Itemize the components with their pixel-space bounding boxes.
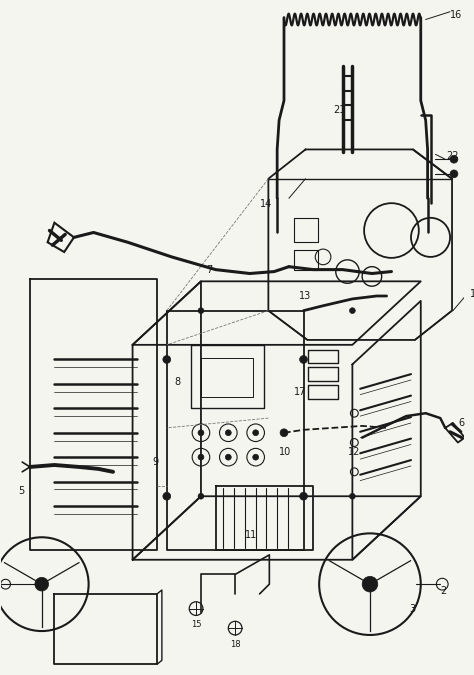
Text: 8: 8: [174, 377, 181, 387]
Text: 1: 1: [470, 289, 474, 299]
Text: 10: 10: [279, 448, 292, 458]
Text: 16: 16: [450, 9, 462, 20]
Circle shape: [450, 155, 458, 163]
Circle shape: [280, 429, 288, 437]
Text: 12: 12: [347, 448, 360, 458]
Circle shape: [300, 492, 308, 500]
Circle shape: [35, 577, 48, 591]
Circle shape: [300, 356, 308, 363]
Text: 7: 7: [206, 265, 212, 275]
Circle shape: [349, 308, 356, 314]
Text: 15: 15: [191, 620, 202, 629]
Text: 13: 13: [299, 291, 311, 301]
Text: 17: 17: [294, 387, 306, 397]
Text: 22: 22: [446, 151, 459, 161]
Circle shape: [450, 170, 458, 178]
Circle shape: [163, 492, 171, 500]
Circle shape: [198, 430, 204, 435]
Text: 18: 18: [230, 640, 241, 649]
Text: 3: 3: [409, 603, 415, 614]
Text: 2: 2: [440, 586, 447, 596]
Text: 6: 6: [458, 418, 464, 428]
Circle shape: [198, 493, 204, 500]
Circle shape: [198, 308, 204, 314]
Circle shape: [198, 454, 204, 460]
Circle shape: [253, 454, 259, 460]
Circle shape: [362, 576, 378, 592]
Text: 21: 21: [333, 105, 345, 115]
Circle shape: [163, 356, 171, 363]
Circle shape: [225, 430, 231, 435]
Circle shape: [349, 493, 356, 500]
Text: 11: 11: [245, 531, 257, 541]
Text: 9: 9: [152, 457, 158, 467]
Text: 14: 14: [260, 199, 272, 209]
Circle shape: [225, 454, 231, 460]
Circle shape: [253, 430, 259, 435]
Text: 5: 5: [18, 487, 25, 497]
